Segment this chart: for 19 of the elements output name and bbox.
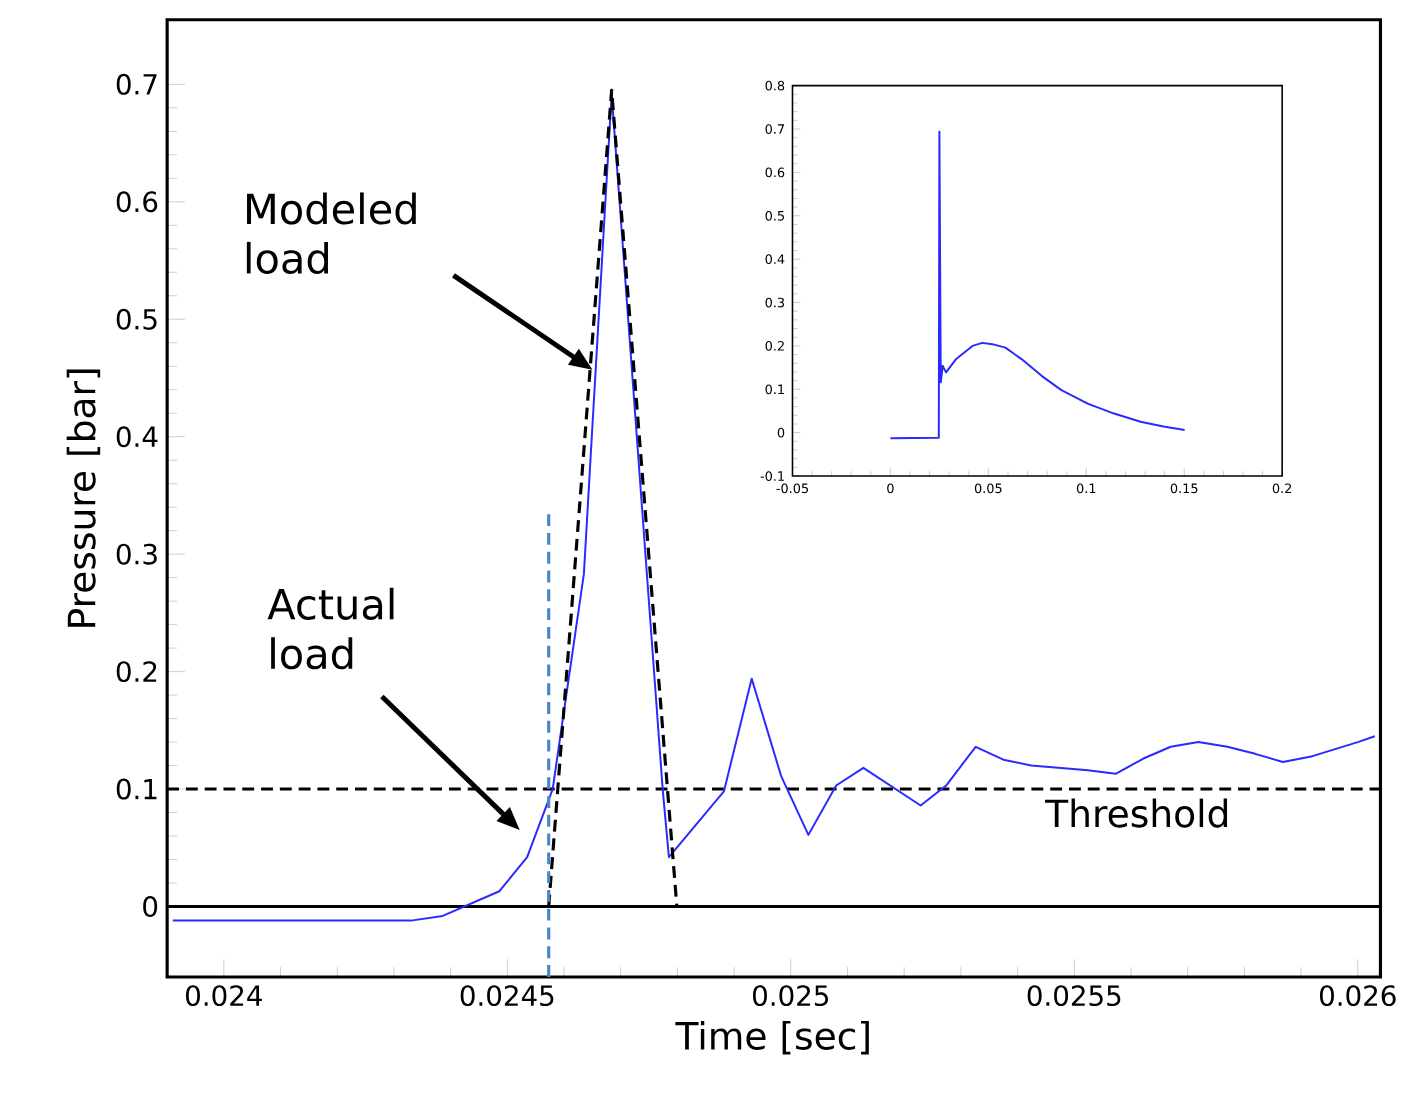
line-series [889, 130, 1186, 440]
y-tick-label: 0.2 [116, 661, 157, 683]
y-tick-label: 0.4 [116, 426, 158, 448]
x-tick-label: 0.025 [753, 985, 828, 1007]
y-axis-title: Pressure [bar] [66, 369, 101, 627]
y-tick-label: 0.5 [116, 308, 157, 330]
x-axis-title: Time [sec] [675, 1021, 869, 1055]
annotation: Modeled load [246, 192, 416, 275]
x-tick-label: 0.026 [1319, 985, 1396, 1007]
x-tick-label: 0.0245 [460, 985, 554, 1007]
y-tick-label: 0.6 [116, 191, 158, 213]
y-tick-label: 0.3 [116, 543, 157, 565]
x-tick-label: 0.0255 [1027, 985, 1121, 1007]
ref-line-label: Threshold [1045, 798, 1228, 828]
y-tick-label: 0.7 [116, 74, 157, 96]
y-tick-label: 0 [143, 896, 158, 918]
annotation: Actual load [267, 587, 394, 670]
y-tick-label: 0.1 [116, 778, 157, 800]
x-tick-label: 0.024 [186, 985, 262, 1007]
